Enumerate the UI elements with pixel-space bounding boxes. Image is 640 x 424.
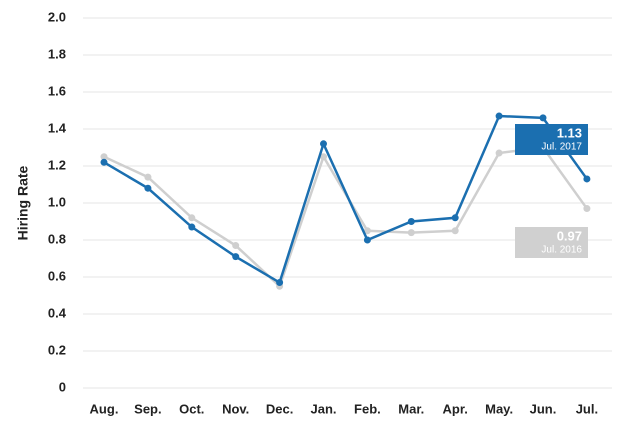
data-point bbox=[188, 223, 196, 231]
x-tick-label: Dec. bbox=[266, 401, 293, 416]
y-tick-label: 0.4 bbox=[48, 305, 67, 320]
annotation-label: Jul. 2016 bbox=[541, 245, 582, 256]
data-point bbox=[100, 153, 108, 161]
data-point bbox=[188, 214, 196, 222]
data-point bbox=[495, 149, 503, 157]
y-tick-label: 0.8 bbox=[48, 231, 66, 246]
data-point bbox=[407, 218, 415, 225]
x-tick-label: May. bbox=[485, 401, 513, 416]
x-tick-label: Nov. bbox=[222, 401, 249, 416]
data-point bbox=[232, 253, 240, 261]
annotation-value: 0.97 bbox=[557, 228, 582, 243]
annotation-value: 1.13 bbox=[557, 125, 582, 140]
data-point bbox=[451, 227, 459, 235]
data-point bbox=[363, 227, 371, 235]
data-point bbox=[539, 114, 547, 122]
series-line bbox=[103, 146, 588, 289]
x-tick-label: Mar. bbox=[398, 401, 424, 416]
x-tick-label: Sep. bbox=[134, 401, 161, 416]
data-point bbox=[276, 279, 284, 287]
y-axis-title: Hiring Rate bbox=[15, 165, 31, 240]
data-point bbox=[320, 153, 327, 161]
data-point bbox=[144, 173, 152, 181]
data-point bbox=[144, 184, 152, 192]
y-tick-label: 1.6 bbox=[48, 83, 66, 98]
data-point bbox=[407, 229, 415, 237]
data-point bbox=[100, 158, 108, 166]
y-tick-label: 1.4 bbox=[48, 120, 67, 135]
data-point bbox=[451, 214, 459, 222]
data-point bbox=[363, 236, 371, 244]
data-point bbox=[495, 112, 503, 120]
annotation-label: Jul. 2017 bbox=[541, 142, 582, 153]
y-tick-label: 0 bbox=[59, 379, 66, 394]
annotation-box bbox=[515, 227, 588, 258]
y-tick-label: 2.0 bbox=[48, 9, 66, 24]
x-tick-label: Jul. bbox=[576, 401, 598, 416]
y-tick-label: 1.8 bbox=[48, 46, 66, 61]
x-tick-label: Feb. bbox=[354, 401, 381, 416]
x-tick-label: Aug. bbox=[90, 401, 119, 416]
x-tick-label: Oct. bbox=[179, 401, 204, 416]
y-tick-label: 0.6 bbox=[48, 268, 66, 283]
data-point bbox=[583, 175, 591, 183]
x-tick-label: Jun. bbox=[530, 401, 557, 416]
x-tick-label: Apr. bbox=[443, 401, 468, 416]
data-point bbox=[232, 242, 240, 250]
data-point bbox=[320, 140, 327, 148]
y-tick-label: 1.2 bbox=[48, 157, 66, 172]
annotation-box bbox=[515, 124, 588, 155]
series-line bbox=[103, 114, 588, 285]
x-tick-label: Jan. bbox=[310, 401, 336, 416]
y-tick-label: 1.0 bbox=[48, 194, 66, 209]
data-point bbox=[583, 205, 591, 213]
y-tick-label: 0.2 bbox=[48, 342, 66, 357]
